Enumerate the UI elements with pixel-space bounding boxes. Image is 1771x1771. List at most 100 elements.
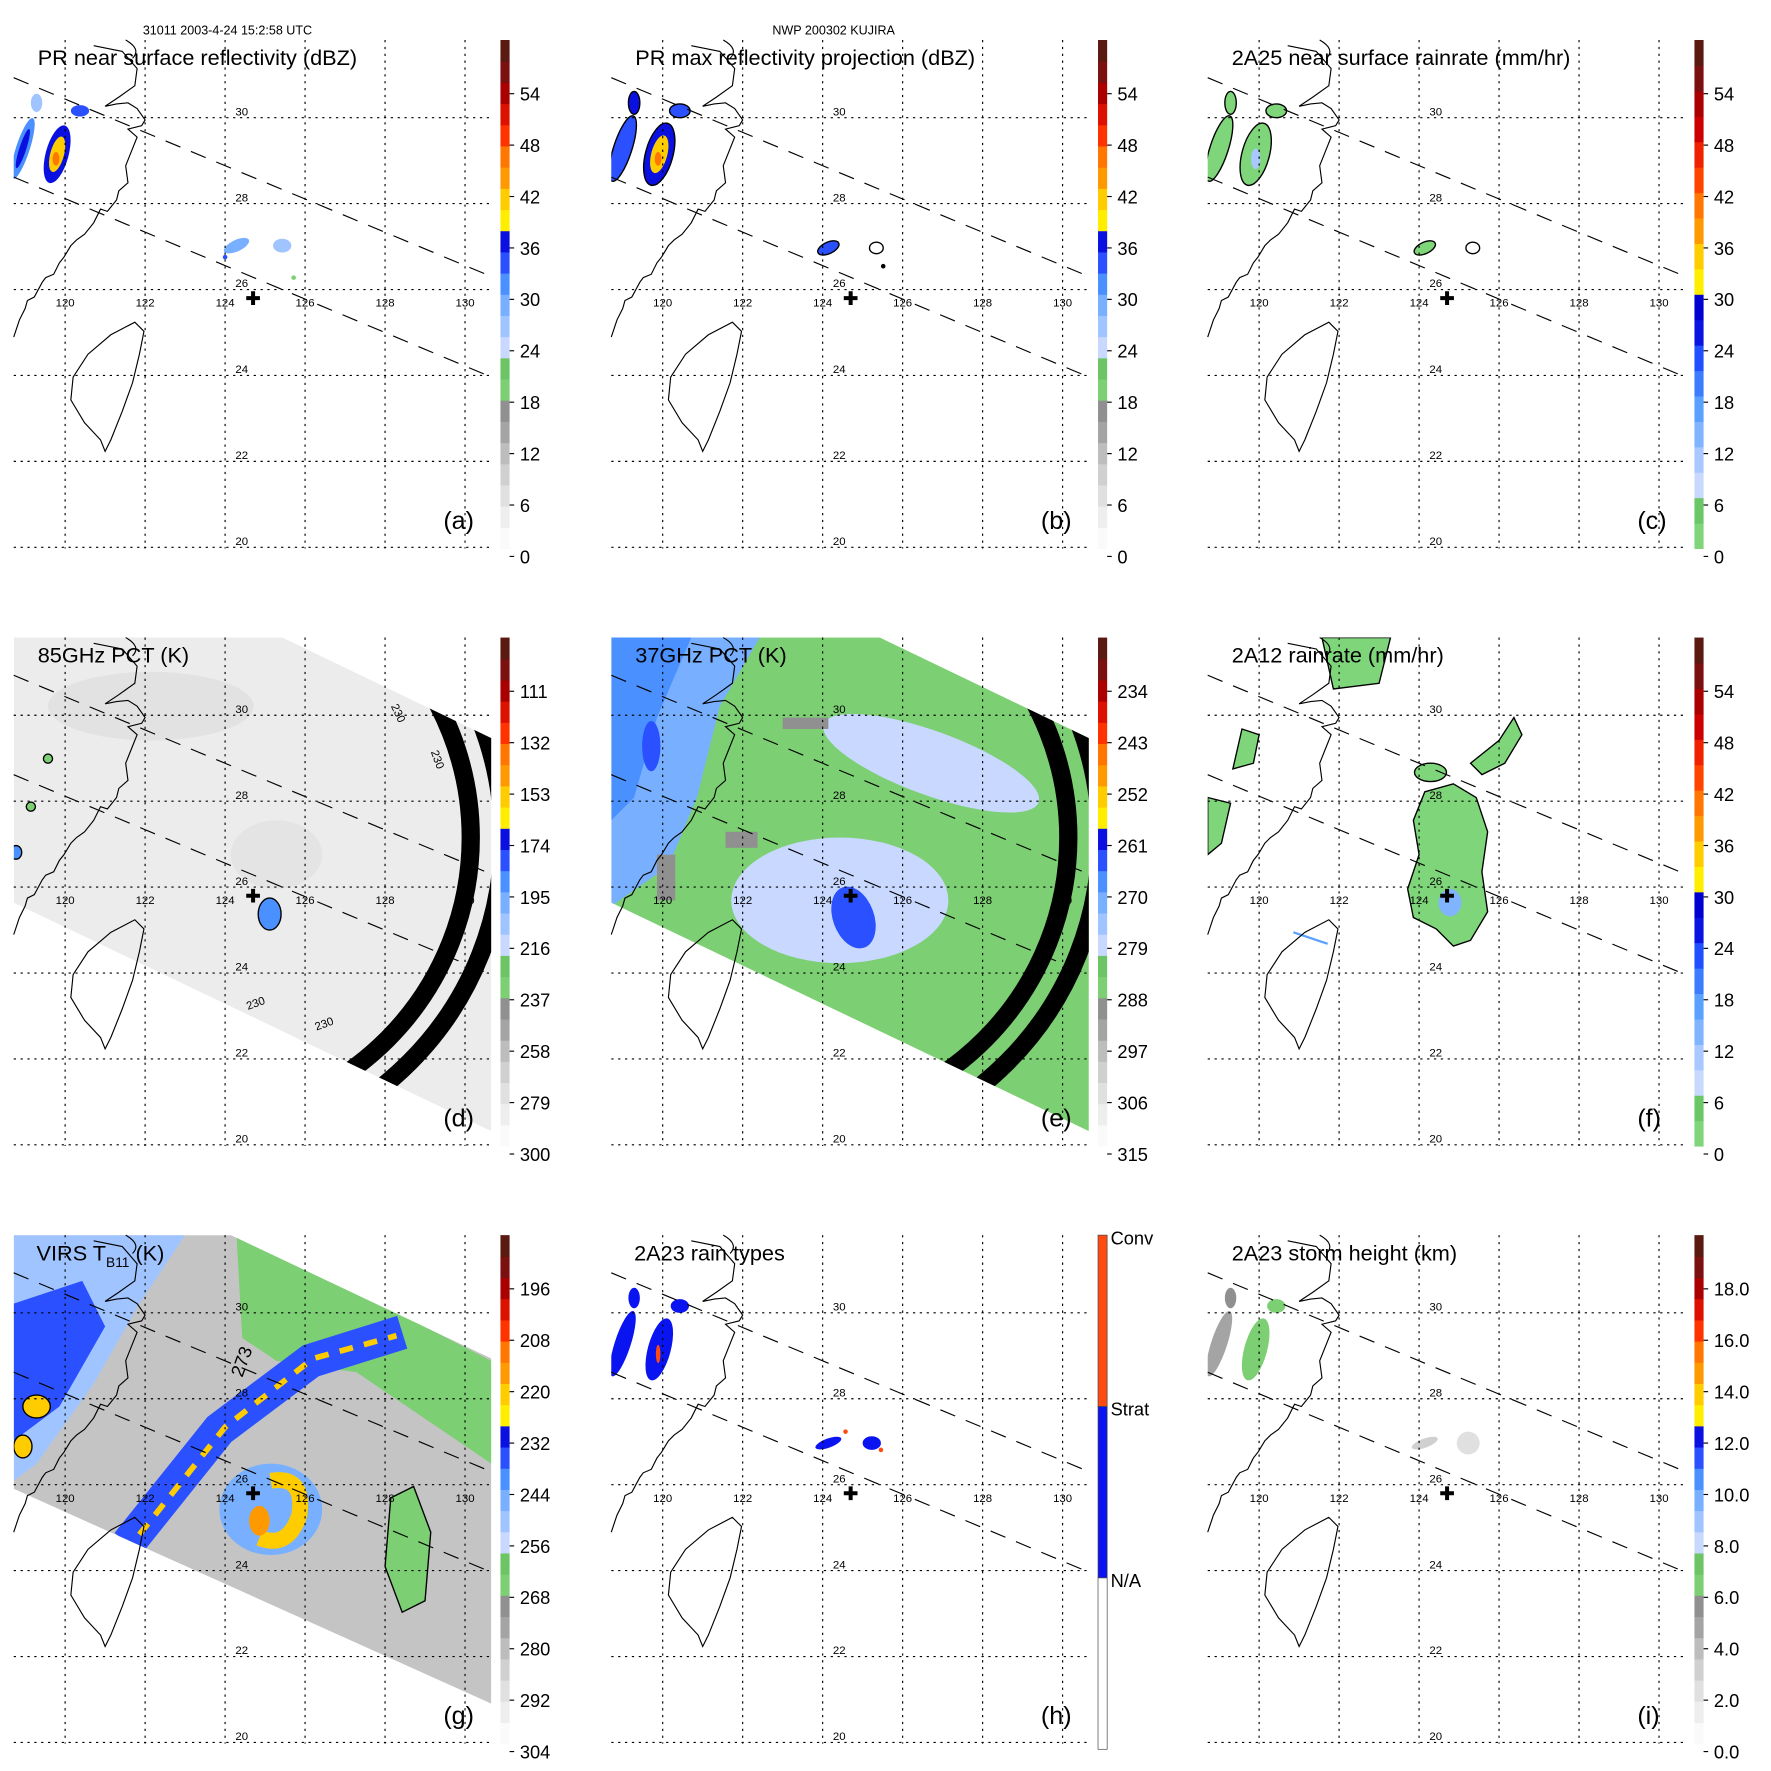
lon-label: 130 bbox=[1650, 298, 1669, 310]
colorbar-segment bbox=[1694, 739, 1704, 766]
lon-label: 128 bbox=[376, 1493, 395, 1505]
lat-label: 30 bbox=[1429, 704, 1442, 716]
lon-label: 126 bbox=[893, 1493, 912, 1505]
colorbar-segment bbox=[1098, 484, 1108, 507]
lon-label: 126 bbox=[296, 298, 315, 310]
colorbar-segment bbox=[1098, 230, 1108, 253]
colorbar-segment bbox=[1694, 1095, 1704, 1122]
coastline-taiwan bbox=[667, 321, 743, 453]
colorbar-segment bbox=[500, 828, 510, 850]
colorbar-segment bbox=[500, 1680, 510, 1702]
colorbar-segment bbox=[1694, 968, 1704, 995]
lat-label: 22 bbox=[235, 1645, 248, 1657]
colorbar-segment bbox=[500, 764, 510, 787]
colorbar-segment bbox=[1098, 785, 1108, 808]
lat-label: 26 bbox=[1429, 876, 1442, 888]
colorbar-label: 24 bbox=[520, 341, 540, 362]
lat-label: 22 bbox=[833, 1645, 846, 1657]
panel-title: 85GHz PCT (K) bbox=[38, 643, 189, 668]
lon-label: 128 bbox=[973, 298, 992, 310]
colorbar-segment bbox=[1694, 688, 1704, 715]
colorbar-segment bbox=[500, 1468, 510, 1490]
colorbar-label: N/A bbox=[1111, 1570, 1142, 1591]
lon-label: 122 bbox=[1330, 298, 1349, 310]
field-pr-max-reflectivity bbox=[611, 90, 886, 269]
colorbar-segment bbox=[1694, 39, 1704, 66]
lat-label: 28 bbox=[833, 790, 846, 802]
colorbar-label: 42 bbox=[1714, 186, 1734, 207]
colorbar-segment bbox=[1098, 1061, 1108, 1084]
colorbar-segment bbox=[500, 1124, 510, 1147]
colorbar-segment bbox=[500, 294, 510, 316]
storm-center-cross-icon bbox=[1440, 888, 1454, 903]
colorbar-segment bbox=[1694, 713, 1704, 740]
panel-letter: (a) bbox=[443, 507, 474, 535]
lat-label: 24 bbox=[235, 364, 248, 376]
lat-label: 22 bbox=[1429, 450, 1442, 462]
colorbar: 54 48 42 36 30 24 18 12 6 0 bbox=[1694, 637, 1734, 1165]
lat-label: 30 bbox=[1429, 1302, 1442, 1314]
lon-label: 130 bbox=[456, 1493, 475, 1505]
lat-label: 28 bbox=[1429, 790, 1442, 802]
colorbar-label: 12 bbox=[1117, 443, 1137, 464]
colorbar: 54 48 42 36 30 24 18 12 6 0 bbox=[1694, 39, 1734, 567]
colorbar-segment bbox=[500, 658, 510, 681]
colorbar-label: 153 bbox=[520, 784, 550, 805]
coastline-taiwan bbox=[70, 321, 145, 453]
colorbar-label: Conv bbox=[1111, 1227, 1155, 1248]
colorbar-segment bbox=[1694, 1616, 1704, 1639]
swath-edge-upper bbox=[13, 674, 492, 875]
lat-label: 22 bbox=[235, 1048, 248, 1060]
lon-label: 124 bbox=[813, 298, 833, 310]
storm-name-header: NWP 200302 KUJIRA bbox=[772, 23, 895, 37]
colorbar-segment bbox=[500, 506, 510, 528]
panel-title: 2A23 rain types bbox=[634, 1240, 785, 1265]
colorbar-segment bbox=[1098, 336, 1108, 359]
colorbar-segment bbox=[500, 1531, 510, 1554]
colorbar-segment bbox=[1097, 1577, 1108, 1750]
colorbar-segment bbox=[1098, 506, 1108, 528]
colorbar-segment bbox=[500, 209, 510, 232]
colorbar-label: 270 bbox=[1117, 887, 1147, 908]
colorbar-label: 306 bbox=[1117, 1092, 1147, 1113]
colorbar-segment bbox=[1694, 345, 1704, 372]
panel-title: PR max reflectivity projection (dBZ) bbox=[635, 45, 975, 70]
colorbar-segment bbox=[500, 1319, 510, 1342]
colorbar-segment bbox=[1694, 192, 1704, 219]
colorbar-label: 24 bbox=[1714, 341, 1734, 362]
swath-edge-upper bbox=[13, 77, 492, 278]
colorbar-segment bbox=[500, 785, 510, 808]
colorbar-segment bbox=[1694, 141, 1704, 168]
colorbar-label: 12.0 bbox=[1714, 1433, 1750, 1454]
coastline-china bbox=[13, 1240, 146, 1533]
swath-edge-lower bbox=[1207, 1371, 1686, 1573]
colorbar-segment bbox=[1694, 1425, 1704, 1448]
colorbar-segment bbox=[1694, 1341, 1704, 1363]
colorbar-segment bbox=[500, 1637, 510, 1660]
swath-edge-upper bbox=[611, 1272, 1090, 1473]
panel-title-text: 2A23 storm height (km) bbox=[1232, 1240, 1457, 1265]
colorbar-segment bbox=[1098, 722, 1108, 745]
panel-h: 120 122 124 126 128 130 30 28 26 24 22 20 2A23 rain … bbox=[610, 1227, 1155, 1750]
lat-label: 30 bbox=[1429, 106, 1442, 118]
lon-label: 120 bbox=[653, 298, 672, 310]
colorbar-label: 18 bbox=[1117, 392, 1137, 413]
colorbar-segment bbox=[1098, 976, 1108, 999]
panel-letter: (i) bbox=[1637, 1702, 1659, 1730]
colorbar-segment bbox=[1694, 891, 1704, 918]
colorbar-label: 42 bbox=[1117, 186, 1137, 207]
swath-edge-lower bbox=[1207, 176, 1686, 378]
colorbar-label: 48 bbox=[1117, 135, 1137, 156]
colorbar-segment bbox=[500, 1574, 510, 1596]
coastline-taiwan bbox=[1264, 919, 1339, 1051]
coastline-fragment bbox=[1319, 39, 1331, 59]
lon-label: 126 bbox=[893, 895, 912, 907]
lon-label: 130 bbox=[1053, 895, 1072, 907]
field-2a23-rain-types bbox=[611, 1287, 884, 1453]
lat-label: 26 bbox=[235, 278, 248, 290]
coastline-china bbox=[1207, 642, 1340, 935]
colorbar-segment bbox=[500, 934, 510, 956]
colorbar-segment bbox=[1694, 1235, 1704, 1257]
colorbar-segment bbox=[1694, 942, 1704, 969]
colorbar-segment bbox=[500, 1701, 510, 1723]
